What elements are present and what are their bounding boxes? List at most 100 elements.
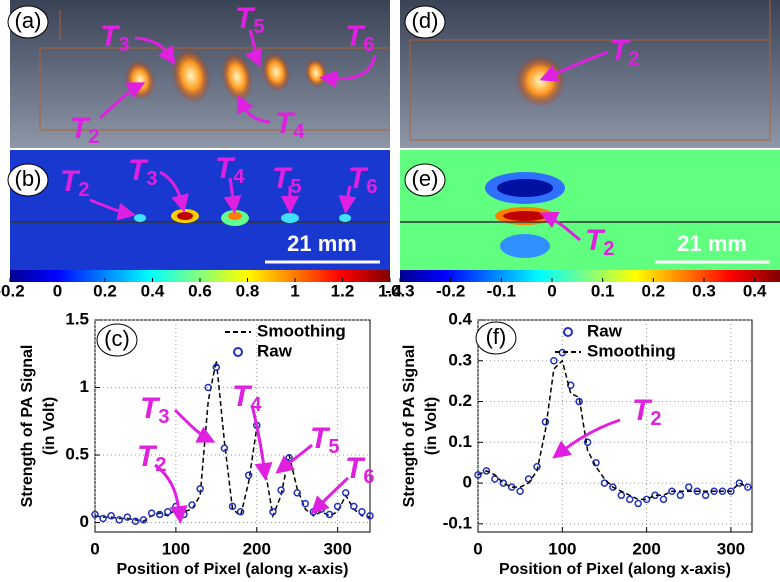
point [220,444,229,453]
y-tick-label: 0 [463,473,472,492]
scale-bar-label: 21 mm [677,231,747,256]
point [107,512,115,520]
panel-label: (f) [486,324,507,349]
point [676,491,685,500]
point [575,397,583,406]
heatmap-blobs [485,172,565,258]
panel-label-bg [7,163,49,197]
target-index: 2 [78,179,89,201]
y-tick-label: -0.1 [443,513,472,532]
target-index: 6 [363,466,374,488]
y-tick-label: 0.4 [448,309,472,328]
point [491,475,499,483]
target-symbol: T [215,152,236,185]
point [99,514,107,523]
colorbar-tick-label: 0.2 [642,281,666,300]
target-symbol: T [275,107,296,140]
legend-swatch [563,327,573,337]
point [91,510,99,519]
target-index: 2 [650,408,661,430]
legend-label: Raw [257,341,293,360]
target-label: T2 [137,440,166,476]
colorbar-tick-label: 1.2 [331,281,355,300]
colorbar-tick-label: 0 [53,281,62,300]
x-axis-label: Position of Pixel (along x-axis) [116,561,348,578]
colorbar-tick-label: 1 [290,281,299,300]
target-symbol: T [70,112,91,145]
point [609,483,617,491]
point [550,357,558,365]
target-index: 2 [628,48,639,70]
target-index: 4 [293,121,305,143]
target-index: 6 [366,176,377,198]
legend-label: Smoothing [257,321,346,340]
x-tick-label: 300 [323,539,351,558]
target-label: T2 [610,34,639,70]
colorbar-tick-label: 0.4 [141,281,165,300]
point [293,489,301,497]
x-tick-label: 200 [632,539,660,558]
target-index: 2 [155,454,166,476]
y-tick-label: 1 [80,377,89,396]
target-symbol: T [60,165,81,198]
panel-label-bg [404,163,446,197]
point [115,516,124,524]
x-tick-label: 0 [473,539,482,558]
target-symbol: T [100,20,121,53]
colorbar-tick-label: 0.1 [591,281,615,300]
target-label: T5 [235,2,264,38]
colorbar-tick-label: 0.4 [743,281,767,300]
target-index: 4 [233,166,245,188]
target-3d [511,51,569,111]
point [583,438,592,447]
scale-bar-label: 21 mm [287,231,357,256]
target-index: 2 [88,126,99,148]
point [634,499,642,508]
target-label: T3 [140,392,169,428]
point [366,512,374,520]
point [566,381,575,389]
colorbar-tick-label: -0.2 [436,281,465,300]
point [212,363,221,372]
line [477,359,749,501]
target-index: 5 [253,16,264,38]
point [358,507,366,516]
colorbar-tick-label: 0 [547,281,556,300]
point [139,516,148,524]
point [228,502,237,511]
render-3d [400,0,780,148]
x-tick-label: 100 [162,539,190,558]
x-tick-label: 0 [90,539,99,558]
point [333,502,342,511]
x-tick-label: 200 [243,539,271,558]
point [693,487,701,495]
point [516,487,524,495]
target-index: 6 [363,34,374,56]
y-tick-label: 0.1 [448,432,472,451]
target-label: T2 [60,165,89,201]
point [744,483,752,491]
target-label: T4 [215,152,245,188]
point [474,471,482,479]
point [499,479,508,487]
y-tick-label: 0.5 [65,445,89,464]
target-symbol: T [137,440,158,473]
target-symbol: T [272,162,293,195]
point [277,486,285,494]
plot-area [94,319,371,533]
target-label: T2 [70,112,99,148]
colorbar-tick-label: 0.3 [692,281,716,300]
point [701,491,710,500]
target-index: 5 [328,436,339,458]
point [350,502,358,511]
point [244,471,253,480]
y-axis-label: Strength of PA Signal [19,345,36,508]
arrows [89,29,621,524]
panel-label: (a) [15,8,42,33]
heatmap [10,150,390,270]
y-tick-label: 0 [80,512,89,531]
y-axis-label: (in Volt) [41,397,58,455]
target-index: 2 [603,238,614,260]
target-label: T4 [275,107,305,143]
heatmap [400,150,780,270]
